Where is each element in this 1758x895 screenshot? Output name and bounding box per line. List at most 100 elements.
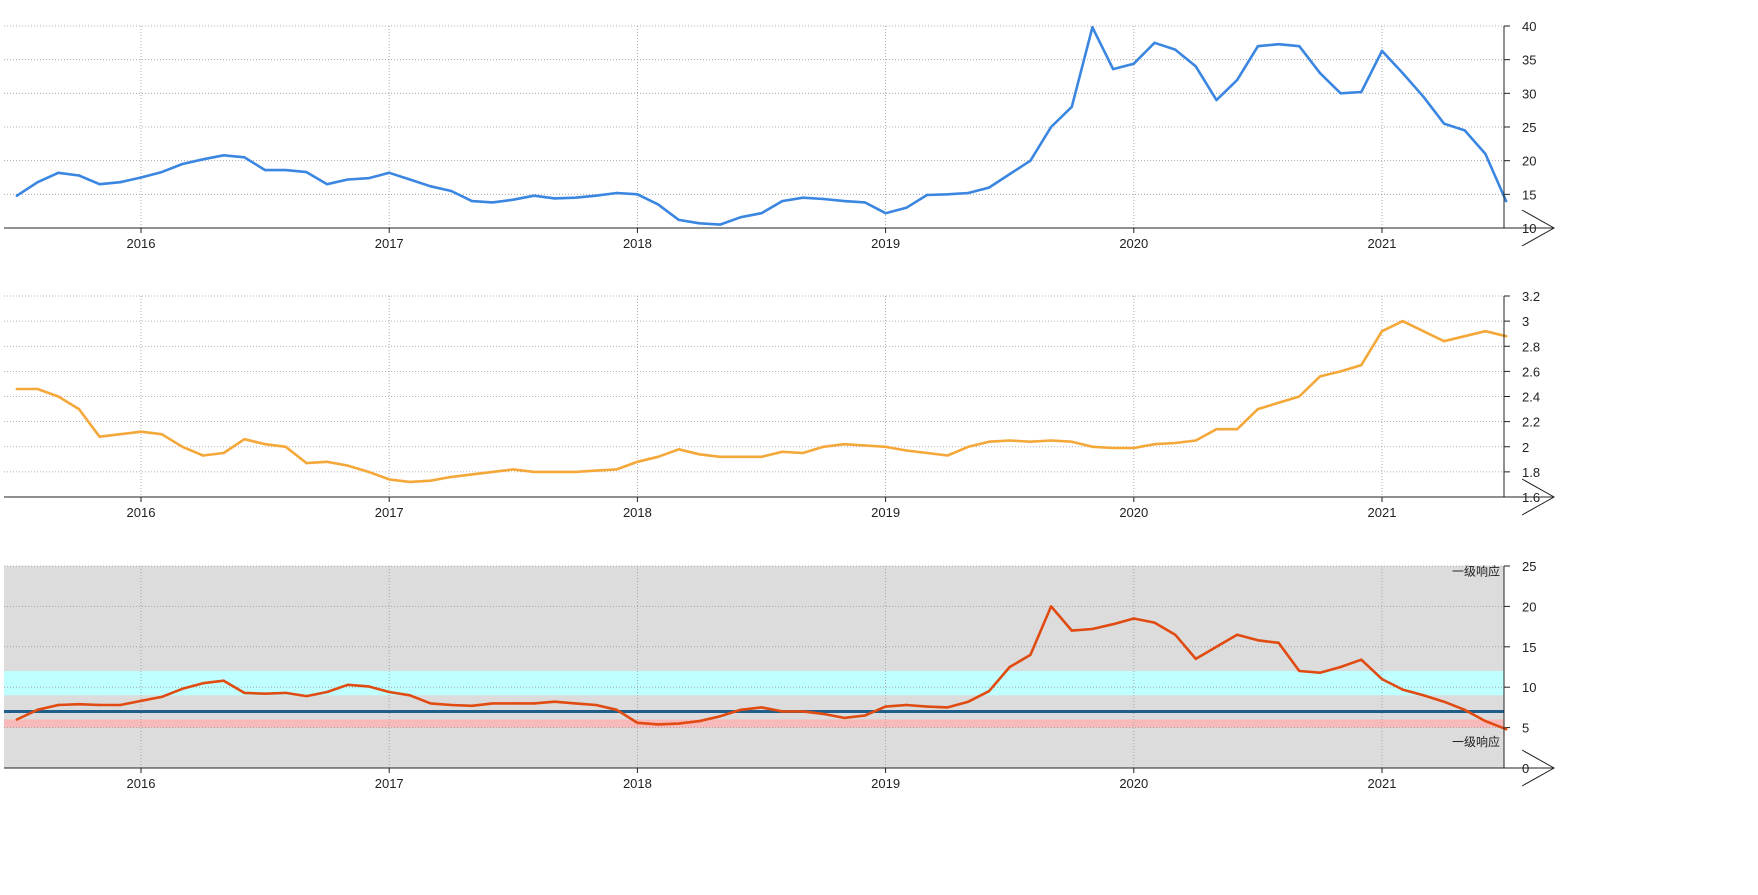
y-tick-label: 5 <box>1522 721 1529 736</box>
data-point <box>698 222 701 225</box>
x-tick-label: 2016 <box>127 505 156 520</box>
data-point <box>15 194 19 197</box>
data-point <box>739 455 742 458</box>
data-point <box>946 454 949 457</box>
data-point <box>1256 639 1260 642</box>
data-point <box>1318 71 1322 75</box>
data-point <box>1153 621 1156 624</box>
data-point <box>1442 122 1446 125</box>
data-point <box>408 178 412 181</box>
data-point <box>1029 653 1032 657</box>
data-point <box>15 387 19 391</box>
data-point <box>1194 65 1198 68</box>
band-annotation-label: 一级响应 <box>1452 564 1500 579</box>
data-point <box>1132 446 1136 450</box>
x-tick-label: 2018 <box>623 236 652 251</box>
data-point <box>1256 45 1260 48</box>
x-tick-label: 2019 <box>871 505 900 520</box>
y-tick-label: 1.8 <box>1522 465 1540 480</box>
data-point <box>1318 671 1322 674</box>
data-point <box>615 708 618 711</box>
data-point <box>1049 605 1053 608</box>
data-point <box>863 444 867 447</box>
data-point <box>15 718 19 721</box>
data-point <box>615 191 618 195</box>
data-point <box>925 451 929 455</box>
data-point <box>532 470 536 474</box>
data-point <box>946 193 949 196</box>
data-point <box>1380 49 1384 53</box>
data-point <box>139 430 143 433</box>
x-tick-label: 2020 <box>1119 776 1148 791</box>
data-point <box>77 174 81 177</box>
data-point <box>801 451 805 455</box>
x-tick-label: 2017 <box>375 776 404 791</box>
y-tick-label: 10 <box>1522 680 1536 695</box>
data-point <box>346 464 349 467</box>
data-point <box>1484 719 1487 723</box>
data-point <box>1132 617 1136 620</box>
data-point <box>781 710 784 713</box>
data-point <box>1008 439 1011 442</box>
data-point <box>574 702 577 705</box>
data-point <box>1215 645 1218 648</box>
data-point <box>1380 330 1384 333</box>
data-point <box>1360 363 1363 367</box>
data-point <box>470 473 474 476</box>
data-point <box>594 194 598 197</box>
x-tick-label: 2017 <box>375 505 404 520</box>
y-tick-label: 2.6 <box>1522 364 1540 379</box>
data-point <box>1153 443 1156 446</box>
data-point <box>512 468 515 471</box>
data-point <box>388 690 391 694</box>
data-point <box>636 721 639 724</box>
y-tick-label: 2.2 <box>1522 415 1540 430</box>
y-tick-label: 25 <box>1522 120 1536 135</box>
data-point <box>201 682 205 685</box>
data-point <box>1277 401 1280 404</box>
y-tick-label: 25 <box>1522 559 1536 574</box>
data-point <box>884 445 887 448</box>
y-tick-label: 3.2 <box>1522 289 1540 304</box>
y-tick-label: 15 <box>1522 187 1536 202</box>
x-axis-arrow-icon <box>1521 209 1556 247</box>
data-point <box>1380 677 1384 681</box>
data-point <box>781 450 784 453</box>
data-point <box>57 395 60 398</box>
x-axis-arrow-icon <box>1521 749 1556 787</box>
data-point <box>450 189 453 193</box>
data-point <box>160 695 163 699</box>
y-tick-label: 3 <box>1522 314 1529 329</box>
data-point <box>1318 375 1322 378</box>
data-point <box>1504 199 1508 203</box>
data-point <box>1298 45 1301 48</box>
data-point <box>470 199 474 203</box>
data-point <box>967 445 970 448</box>
data-point <box>636 193 639 196</box>
data-point <box>1215 98 1218 102</box>
data-point <box>367 470 370 474</box>
data-point <box>77 703 81 706</box>
data-point <box>222 679 225 682</box>
data-point <box>718 715 722 718</box>
data-point <box>1111 623 1115 626</box>
data-point <box>450 703 453 707</box>
data-point <box>1091 627 1094 631</box>
data-point <box>181 162 184 166</box>
data-point <box>512 702 515 705</box>
x-tick-label: 2020 <box>1119 505 1148 520</box>
data-point <box>594 703 598 707</box>
x-tick-label: 2021 <box>1368 505 1397 520</box>
x-tick-label: 2021 <box>1368 776 1397 791</box>
data-point <box>1008 172 1011 176</box>
data-point <box>594 469 598 472</box>
data-point <box>925 193 929 197</box>
data-point <box>553 197 556 200</box>
x-tick-label: 2021 <box>1368 236 1397 251</box>
data-point <box>284 168 287 172</box>
data-point <box>1442 340 1446 343</box>
data-point <box>57 703 60 707</box>
data-point <box>1091 26 1094 29</box>
data-point <box>863 714 867 717</box>
